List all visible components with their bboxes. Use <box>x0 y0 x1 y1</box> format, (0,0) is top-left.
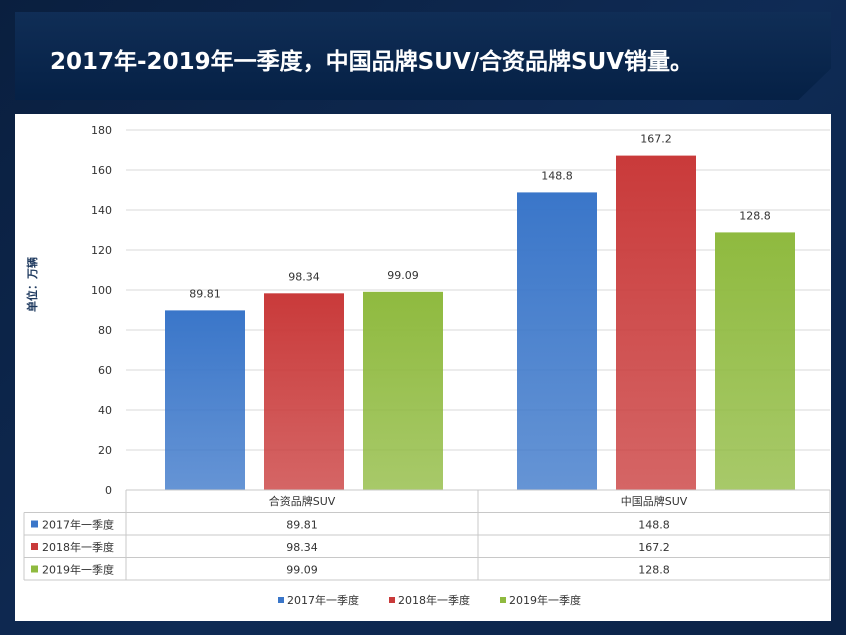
data-label: 167.2 <box>640 133 672 146</box>
table-cell: 99.09 <box>286 564 318 577</box>
table-cell: 148.8 <box>638 519 670 532</box>
legend-label: 2019年一季度 <box>509 593 581 607</box>
table-legend-key <box>31 520 38 528</box>
page-title: 2017年-2019年一季度，中国品牌SUV/合资品牌SUV销量。 <box>50 49 694 75</box>
y-tick-label: 20 <box>98 444 112 457</box>
category-label: 合资品牌SUV <box>269 494 336 508</box>
bar <box>715 232 795 490</box>
table-legend-key <box>31 565 38 573</box>
table-series-name: 2018年一季度 <box>42 540 114 554</box>
legend-label: 2017年一季度 <box>287 593 359 607</box>
table-cell: 128.8 <box>638 564 670 577</box>
data-label: 148.8 <box>541 169 573 182</box>
data-label: 89.81 <box>189 287 221 300</box>
title-bar <box>15 12 831 100</box>
bar <box>165 310 245 490</box>
y-tick-label: 60 <box>98 364 112 377</box>
y-tick-label: 0 <box>105 484 112 497</box>
data-label: 98.34 <box>288 270 320 283</box>
legend-key <box>278 597 284 603</box>
bar <box>517 192 597 490</box>
y-tick-label: 40 <box>98 404 112 417</box>
y-tick-label: 120 <box>91 244 112 257</box>
y-tick-label: 100 <box>91 284 112 297</box>
y-tick-label: 80 <box>98 324 112 337</box>
y-tick-label: 140 <box>91 204 112 217</box>
table-series-name: 2019年一季度 <box>42 563 114 577</box>
table-series-name: 2017年一季度 <box>42 518 114 532</box>
table-cell: 89.81 <box>286 519 318 532</box>
data-label: 99.09 <box>387 269 419 282</box>
table-legend-key <box>31 543 38 550</box>
bar <box>616 155 696 490</box>
bar <box>363 291 443 490</box>
table-cell: 98.34 <box>286 541 318 554</box>
y-tick-label: 180 <box>91 124 112 137</box>
category-label: 中国品牌SUV <box>621 494 688 508</box>
legend-label: 2018年一季度 <box>398 593 470 607</box>
table-cell: 167.2 <box>638 541 670 554</box>
legend-key <box>389 597 395 603</box>
bar <box>264 293 344 490</box>
data-label: 128.8 <box>739 209 771 222</box>
legend-key <box>500 597 506 603</box>
y-tick-label: 160 <box>91 164 112 177</box>
